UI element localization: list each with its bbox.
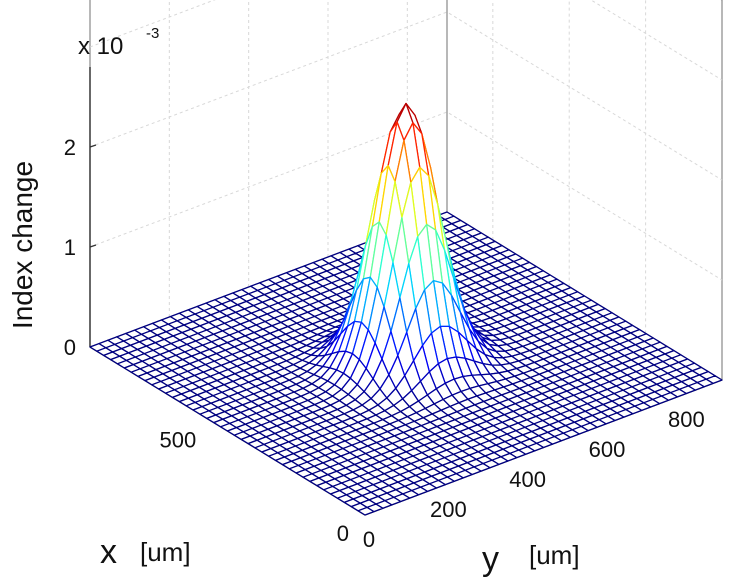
z-axis-tick: [89, 244, 97, 248]
y-tick-label: 0: [363, 527, 375, 552]
y-tick-label: 200: [430, 497, 467, 522]
z-tick-label: 1: [64, 235, 76, 260]
z-axis-label: Index change: [7, 161, 38, 329]
back-wall-gridline: [89, 11, 723, 181]
z-axis-tick: [89, 144, 97, 148]
y-tick-label: 600: [589, 437, 626, 462]
x-tick-label: 0: [337, 521, 349, 546]
z-tick-label: 2: [64, 135, 76, 160]
y-axis-label-var: y: [482, 540, 499, 578]
back-wall-gridline: [89, 111, 723, 281]
x-axis-label-var: x: [100, 533, 117, 571]
z-tick-label: 0: [64, 335, 76, 360]
z-exponent-power: -3: [146, 25, 159, 42]
back-wall-gridline: [89, 0, 723, 81]
y-tick-label: 800: [668, 407, 705, 432]
x-tick-label: 500: [160, 428, 197, 453]
y-axis-label-unit: [um]: [529, 540, 580, 570]
surface-mesh: [89, 102, 723, 516]
z-exponent-label: x 10: [78, 33, 123, 60]
tick-labels: 0 1 2 0 500 0 200 400 600 800: [64, 135, 705, 552]
x-axis-label-unit: [um]: [140, 537, 191, 567]
y-tick-label: 400: [509, 467, 546, 492]
surface-cell: [357, 506, 375, 516]
